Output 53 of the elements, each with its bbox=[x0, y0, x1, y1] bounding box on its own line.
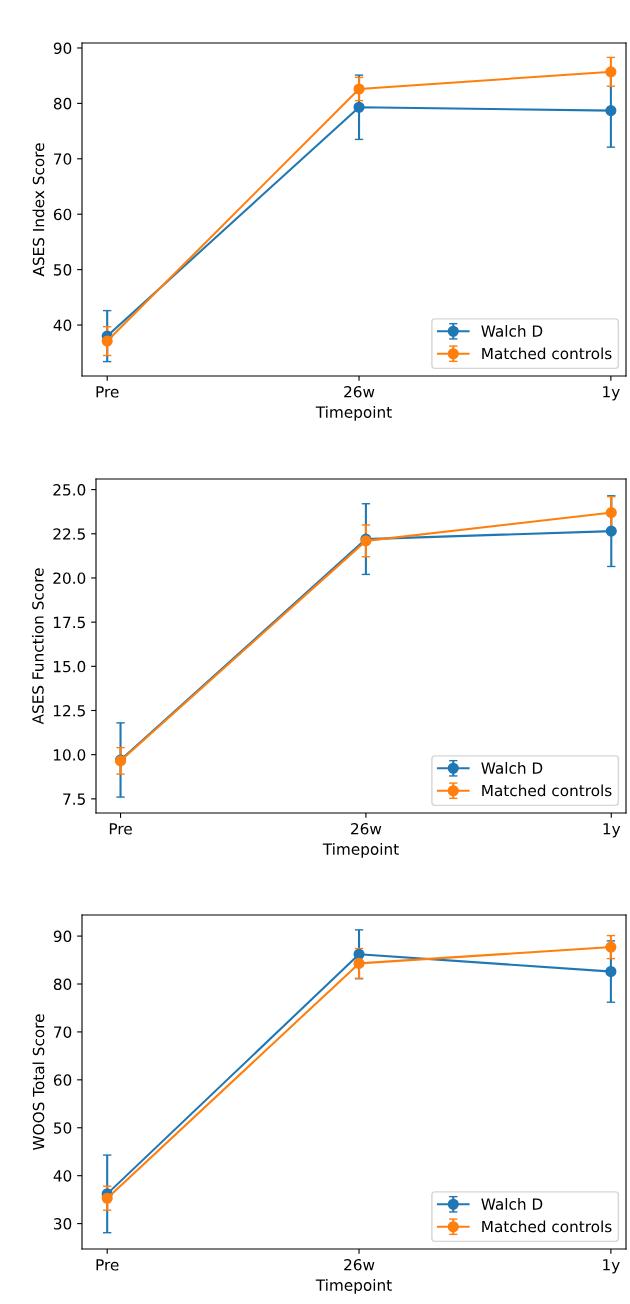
point bbox=[353, 101, 365, 113]
x-tick-label: Pre bbox=[96, 1259, 119, 1271]
y-axis-title: ASES Index Score bbox=[32, 143, 45, 277]
x-tick-label: 1y bbox=[603, 823, 621, 838]
y-tick-label: 90 bbox=[53, 42, 72, 55]
y-tick-label: 60 bbox=[53, 1074, 72, 1086]
y-tick-label: 80 bbox=[53, 978, 72, 991]
x-tick-label: Pre bbox=[109, 823, 132, 835]
y-tick-label: 22.5 bbox=[53, 528, 85, 540]
point bbox=[101, 335, 113, 347]
point bbox=[605, 525, 617, 537]
x-tick-label: 1y bbox=[603, 386, 620, 401]
point bbox=[353, 957, 365, 969]
y-tick-label: 30 bbox=[54, 1218, 72, 1230]
point bbox=[605, 66, 617, 78]
y-tick-label: 50 bbox=[54, 264, 72, 276]
legend-label: Matched controls bbox=[482, 347, 612, 360]
y-tick-label: 17.5 bbox=[53, 616, 85, 629]
x-tick-label: 1y bbox=[603, 1259, 620, 1274]
y-tick-label: 50 bbox=[54, 1122, 72, 1134]
legend-label: Matched controls bbox=[482, 784, 612, 797]
point bbox=[101, 1192, 113, 1204]
point bbox=[605, 507, 617, 519]
legend-label: Matched controls bbox=[482, 1220, 612, 1233]
y-axis-title: ASES Function Score bbox=[31, 568, 44, 725]
y-tick-label: 80 bbox=[53, 97, 72, 110]
y-tick-label: 12.5 bbox=[53, 704, 85, 717]
y-axis-title: WOOS Total Score bbox=[32, 1014, 45, 1151]
legend-label: Walch D bbox=[481, 1198, 543, 1210]
point bbox=[353, 83, 365, 95]
point bbox=[605, 941, 617, 953]
x-axis-title: Timepoint bbox=[322, 843, 399, 858]
y-tick-label: 60 bbox=[53, 208, 72, 221]
y-tick-label: 25.0 bbox=[53, 484, 86, 496]
y-tick-label: 15.0 bbox=[53, 660, 86, 673]
legend-label: Walch D bbox=[481, 762, 543, 774]
y-tick-label: 40 bbox=[53, 319, 72, 332]
y-tick-label: 7.5 bbox=[63, 793, 85, 805]
legend-label: Walch D bbox=[481, 325, 543, 337]
y-tick-label: 20.0 bbox=[53, 572, 86, 584]
x-tick-label: 26w bbox=[344, 385, 375, 398]
point bbox=[605, 965, 617, 978]
point bbox=[605, 105, 617, 117]
y-tick-label: 10.0 bbox=[53, 749, 86, 761]
x-tick-label: 26w bbox=[351, 822, 382, 835]
x-axis-title: Timepoint bbox=[315, 406, 392, 421]
y-tick-label: 90 bbox=[53, 930, 72, 943]
x-axis-title: Timepoint bbox=[315, 1279, 392, 1294]
x-tick-label: 26w bbox=[344, 1258, 375, 1271]
y-tick-label: 40 bbox=[53, 1170, 72, 1182]
y-tick-label: 70 bbox=[54, 153, 72, 165]
x-tick-label: Pre bbox=[96, 386, 119, 398]
y-tick-label: 70 bbox=[54, 1026, 72, 1038]
